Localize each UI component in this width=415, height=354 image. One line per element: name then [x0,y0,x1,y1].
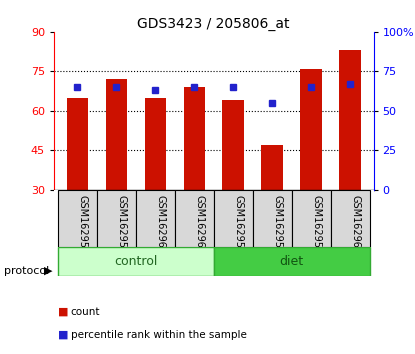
Text: protocol: protocol [4,266,49,276]
Bar [175,190,214,247]
Bar [253,190,292,247]
Text: GSM162957: GSM162957 [272,194,282,254]
Text: count: count [71,307,100,316]
Text: GSM162956: GSM162956 [233,194,243,253]
Text: ■: ■ [58,330,68,339]
Bar [58,190,97,247]
Text: control: control [114,255,157,268]
Bar [339,50,361,190]
Bar [144,98,166,190]
Bar [183,87,205,190]
Text: GSM162962: GSM162962 [194,194,204,253]
Text: diet: diet [280,255,304,268]
Text: ▶: ▶ [44,266,52,276]
Bar [105,79,127,190]
Text: GSM162954: GSM162954 [77,194,87,253]
Text: GSM162958: GSM162958 [116,194,126,253]
Title: GDS3423 / 205806_at: GDS3423 / 205806_at [137,17,290,31]
Text: GSM162960: GSM162960 [155,194,165,253]
Bar [331,190,370,247]
Text: GSM162961: GSM162961 [350,194,360,253]
Bar [222,100,244,190]
Text: ■: ■ [58,307,68,316]
Bar [58,247,214,276]
Bar [214,247,370,276]
Bar [261,145,283,190]
Bar [300,69,322,190]
Bar [67,98,88,190]
Bar [97,190,136,247]
Bar [292,190,331,247]
Text: percentile rank within the sample: percentile rank within the sample [71,330,247,339]
Text: GSM162959: GSM162959 [311,194,321,253]
Bar [136,190,175,247]
Bar [214,190,253,247]
